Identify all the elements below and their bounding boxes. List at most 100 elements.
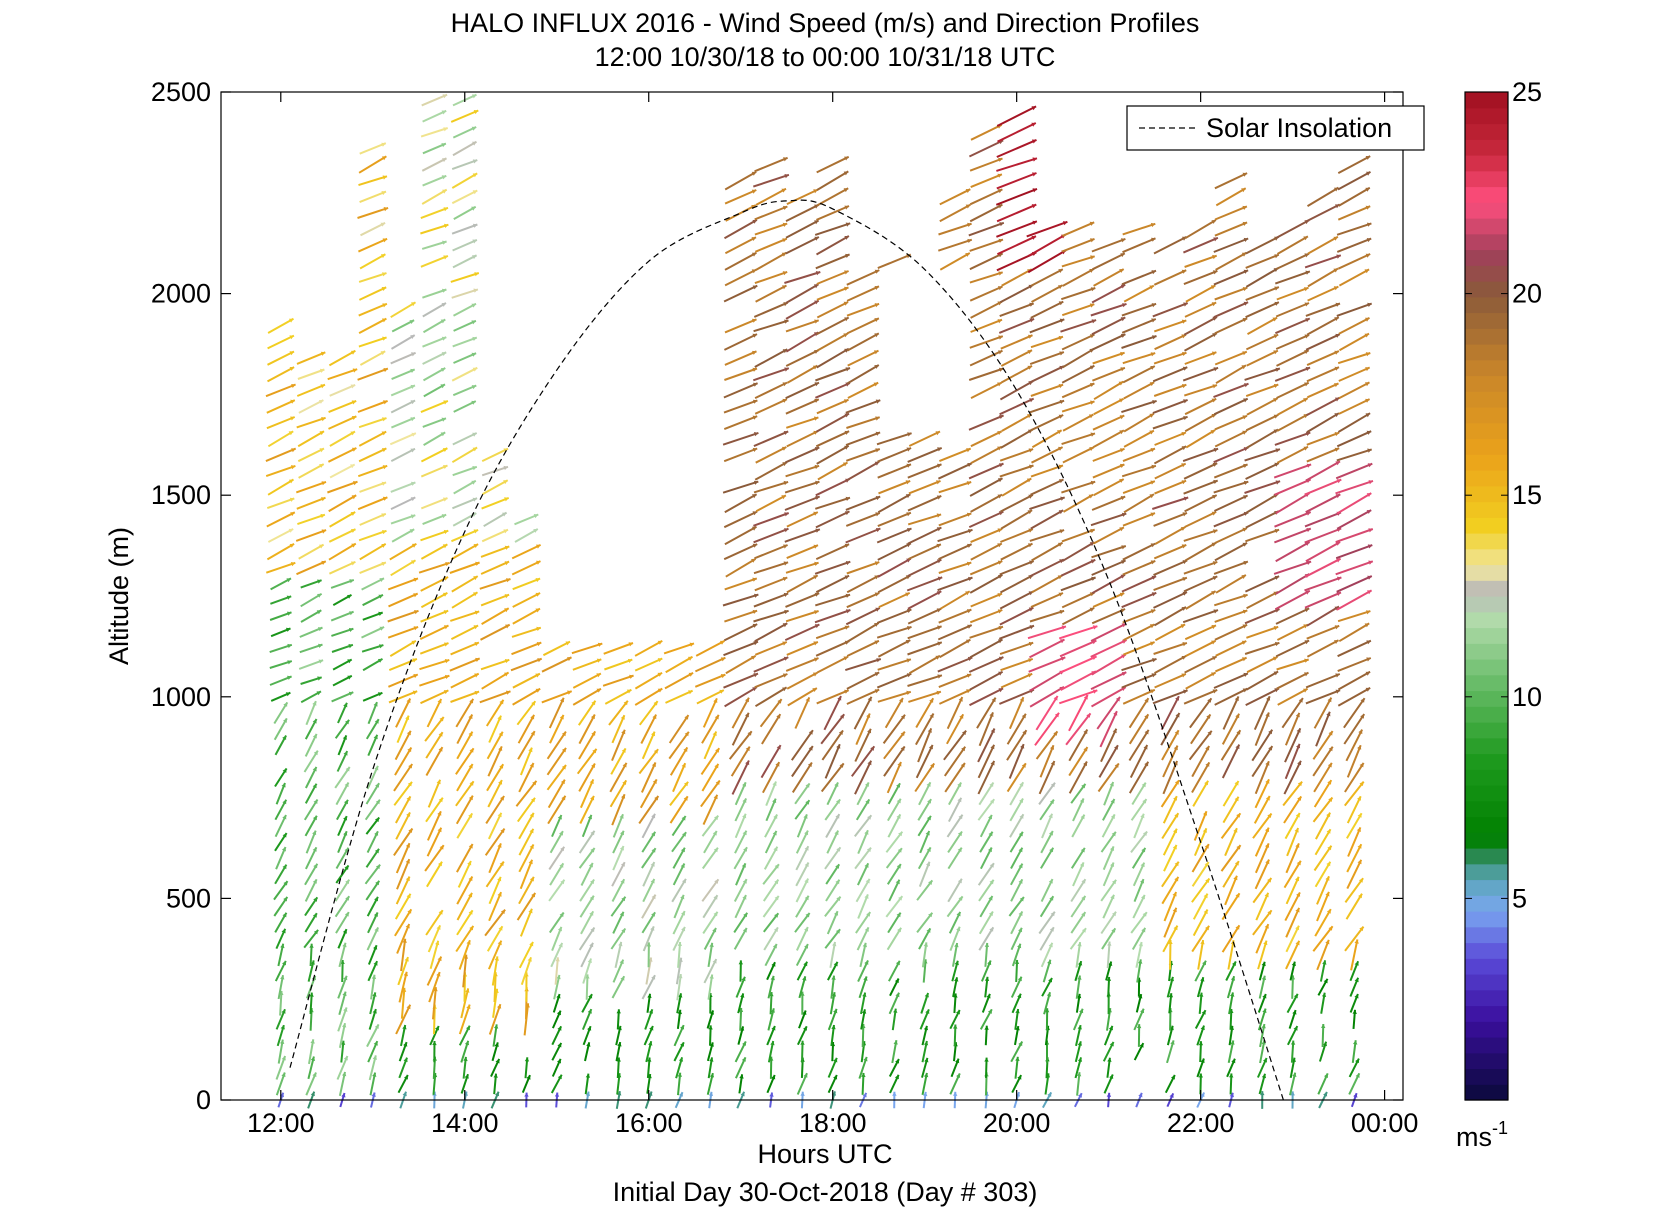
wind-arrow — [785, 561, 819, 574]
colorbar-band — [1465, 627, 1508, 644]
wind-arrow — [907, 463, 942, 479]
wind-arrow — [334, 895, 351, 918]
wind-arrow — [762, 895, 780, 918]
wind-arrow — [1183, 462, 1218, 480]
wind-arrow — [297, 430, 325, 448]
wind-arrow — [1191, 761, 1211, 793]
wind-arrow — [327, 480, 358, 494]
wind-arrow — [1122, 352, 1156, 365]
wind-arrow — [421, 188, 448, 205]
wind-arrow — [551, 1042, 563, 1061]
wind-arrow — [1306, 639, 1339, 658]
wind-arrow — [1344, 762, 1365, 793]
wind-arrow — [1194, 1009, 1207, 1029]
wind-arrow — [722, 431, 759, 446]
wind-arrow — [733, 846, 748, 870]
wind-arrow — [1276, 381, 1310, 399]
wind-arrow — [336, 1055, 349, 1080]
wind-arrow — [1192, 909, 1209, 937]
wind-arrow — [453, 319, 477, 332]
wind-arrow — [1010, 910, 1024, 935]
wind-arrow — [821, 729, 844, 761]
wind-arrow — [329, 383, 356, 397]
wind-arrow — [390, 334, 416, 350]
wind-arrow — [1011, 1074, 1022, 1094]
colorbar-band — [1465, 769, 1508, 786]
wind-arrow — [816, 235, 850, 256]
wind-arrow — [420, 464, 448, 478]
wind-arrow — [876, 608, 912, 624]
wind-arrow — [548, 697, 565, 729]
wind-arrow — [795, 862, 810, 887]
wind-arrow — [826, 781, 839, 806]
wind-arrow — [1061, 382, 1095, 399]
wind-arrow — [361, 626, 385, 639]
wind-arrow — [1043, 991, 1052, 1015]
wind-arrow — [723, 543, 758, 561]
wind-arrow — [1090, 302, 1127, 317]
wind-arrow — [1191, 843, 1210, 873]
wind-arrow — [642, 878, 656, 903]
wind-arrow — [814, 222, 851, 236]
wind-arrow — [552, 993, 561, 1013]
wind-arrow — [365, 816, 380, 835]
y-tick-label: 1500 — [151, 480, 211, 510]
wind-arrow — [814, 609, 851, 624]
wind-arrow — [1162, 745, 1179, 778]
wind-arrow — [846, 561, 880, 575]
wind-arrow — [1275, 302, 1310, 318]
wind-arrow — [752, 367, 790, 382]
wind-arrow — [785, 283, 819, 304]
wind-arrow — [1029, 318, 1065, 334]
wind-arrow — [611, 729, 626, 761]
wind-arrow — [948, 797, 963, 823]
wind-arrow — [785, 592, 820, 608]
wind-arrow — [517, 714, 535, 744]
wind-arrow — [857, 959, 869, 983]
wind-arrow — [634, 671, 663, 690]
wind-arrow — [518, 762, 535, 793]
wind-arrow — [938, 481, 972, 494]
wind-arrow — [1305, 333, 1341, 351]
wind-arrow — [1198, 1041, 1204, 1063]
wind-arrow — [462, 954, 469, 988]
colorbar-band — [1465, 202, 1508, 219]
wind-arrow — [488, 891, 503, 922]
wind-arrow — [816, 286, 849, 301]
wind-arrow — [1090, 671, 1127, 691]
wind-arrow — [1214, 172, 1248, 190]
wind-arrow — [917, 728, 933, 763]
wind-arrow — [338, 991, 347, 1016]
wind-arrow — [984, 976, 990, 998]
wind-arrow — [1103, 1074, 1114, 1094]
wind-arrow — [796, 1072, 808, 1095]
wind-arrow — [722, 593, 759, 607]
wind-arrow — [1244, 575, 1280, 593]
wind-arrow — [1214, 221, 1248, 237]
wind-arrow — [970, 318, 1003, 333]
wind-arrow — [1121, 464, 1157, 478]
wind-arrow — [1030, 414, 1064, 432]
wind-arrow — [391, 416, 416, 429]
wind-arrow — [969, 560, 1003, 576]
wind-arrow — [856, 862, 870, 886]
wind-arrow — [1029, 638, 1065, 659]
wind-arrow — [1257, 940, 1268, 970]
colorbar-band — [1465, 186, 1508, 203]
wind-arrow — [701, 847, 719, 870]
wind-arrow — [891, 1040, 898, 1064]
wind-arrow — [611, 714, 626, 744]
wind-arrow — [428, 971, 441, 1003]
wind-arrow — [646, 1057, 652, 1079]
wind-arrow — [976, 697, 997, 729]
wind-arrow — [299, 643, 323, 654]
wind-arrow — [365, 718, 380, 740]
wind-arrow — [1030, 509, 1064, 530]
wind-arrow — [1335, 544, 1373, 560]
wind-arrow — [1122, 237, 1156, 254]
wind-arrow — [1102, 894, 1115, 919]
wind-arrow — [724, 171, 757, 191]
legend-label: Solar Insolation — [1206, 113, 1392, 143]
wind-arrow — [634, 640, 663, 657]
